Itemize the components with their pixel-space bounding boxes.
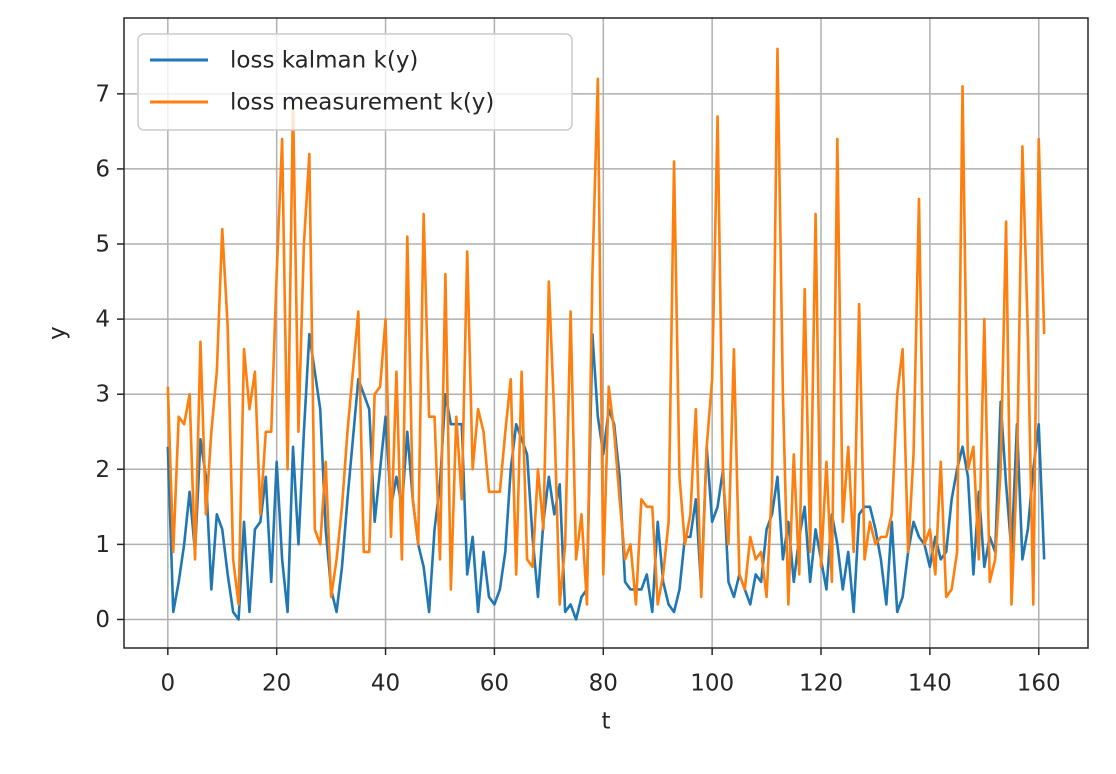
x-axis-label: t [601, 709, 610, 735]
x-tick-label: 140 [908, 671, 952, 697]
y-tick-label: 2 [95, 457, 110, 483]
x-tick-label: 0 [160, 671, 175, 697]
x-tick-label: 60 [480, 671, 509, 697]
y-tick-label: 6 [95, 156, 110, 182]
y-tick-label: 5 [95, 232, 110, 258]
plot-frame [123, 17, 1089, 649]
y-axis-label: y [45, 326, 71, 340]
legend-label: loss measurement k(y) [230, 90, 494, 116]
lines [166, 47, 1046, 621]
x-tick-label: 120 [799, 671, 843, 697]
x-tick-label: 20 [262, 671, 291, 697]
series-line [166, 332, 1046, 621]
legend-box [137, 33, 573, 131]
y-tick-label: 0 [95, 607, 110, 633]
y-tick-label: 1 [95, 532, 110, 558]
legend-label: loss kalman k(y) [230, 48, 418, 74]
x-tick-label: 40 [371, 671, 400, 697]
series-line [166, 47, 1046, 606]
x-tick-label: 160 [1017, 671, 1061, 697]
y-tick-label: 7 [95, 81, 110, 107]
y-tick-label: 3 [95, 382, 110, 408]
legend: loss kalman k(y) loss measurement k(y) [137, 33, 573, 131]
x-tick-label: 80 [589, 671, 618, 697]
x-tick-label: 100 [690, 671, 734, 697]
y-tick-label: 4 [95, 307, 110, 333]
